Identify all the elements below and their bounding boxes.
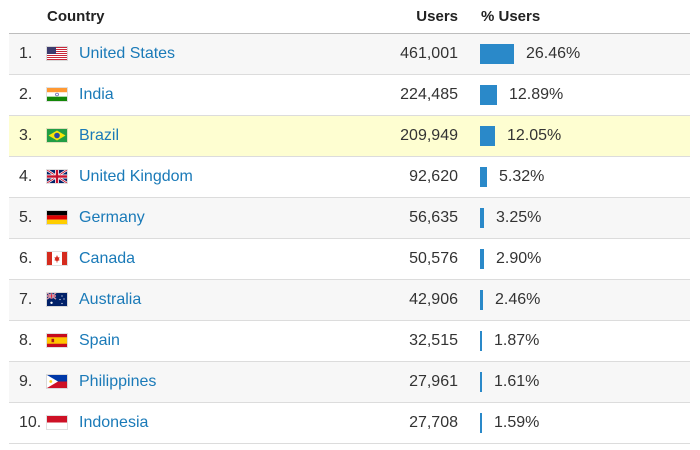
- table-header: Country Users % Users: [9, 0, 690, 34]
- pct-bar: [480, 126, 495, 146]
- users-count: 50,576: [409, 250, 458, 267]
- row-rank: 9.: [19, 373, 33, 390]
- table-row[interactable]: 5. Germany 56,635 3.25%: [9, 198, 690, 239]
- pct-bar: [480, 331, 482, 351]
- country-link[interactable]: Indonesia: [79, 414, 149, 431]
- users-count: 42,906: [409, 291, 458, 308]
- row-rank: 1.: [19, 45, 33, 62]
- users-count: 92,620: [409, 168, 458, 185]
- table-row[interactable]: 2. India 224,485 12.89%: [9, 75, 690, 116]
- users-count: 209,949: [400, 127, 458, 144]
- users-count: 27,708: [409, 414, 458, 431]
- pct-bar: [480, 208, 484, 228]
- pct-users-value: 1.61%: [494, 373, 540, 390]
- row-rank: 4.: [19, 168, 33, 185]
- table-body: 1. United States 461,001 26.46% 2. India 224,4…: [9, 34, 690, 444]
- au-flag-icon: [47, 293, 67, 306]
- country-link[interactable]: Australia: [79, 291, 142, 308]
- country-link[interactable]: Germany: [79, 209, 145, 226]
- country-link[interactable]: United States: [79, 45, 176, 62]
- row-rank: 5.: [19, 209, 33, 226]
- table-row[interactable]: 1. United States 461,001 26.46%: [9, 34, 690, 75]
- br-flag-icon: [47, 129, 67, 142]
- table-row[interactable]: 8. Spain 32,515 1.87%: [9, 321, 690, 362]
- pct-users-value: 12.05%: [507, 127, 562, 144]
- row-rank: 2.: [19, 86, 33, 103]
- table-row[interactable]: 6. Canada 50,576 2.90%: [9, 239, 690, 280]
- country-link[interactable]: Philippines: [79, 373, 157, 390]
- es-flag-icon: [47, 334, 67, 347]
- country-link[interactable]: India: [79, 86, 114, 103]
- ph-flag-icon: [47, 375, 67, 388]
- pct-users-value: 1.87%: [494, 332, 540, 349]
- pct-bar: [480, 85, 497, 105]
- pct-users-value: 12.89%: [509, 86, 564, 103]
- row-rank: 3.: [19, 127, 33, 144]
- row-rank: 8.: [19, 332, 33, 349]
- users-count: 461,001: [400, 45, 458, 62]
- pct-users-value: 2.46%: [495, 291, 541, 308]
- in-flag-icon: [47, 88, 67, 101]
- country-link[interactable]: United Kingdom: [79, 168, 193, 185]
- pct-users-column-header[interactable]: % Users: [481, 8, 541, 25]
- country-users-table: Country Users % Users 1. United States 461…: [9, 0, 690, 444]
- pct-users-value: 5.32%: [499, 168, 545, 185]
- table-row[interactable]: 4. United Kingdom 92,620 5.32%: [9, 157, 690, 198]
- country-link[interactable]: Spain: [79, 332, 120, 349]
- row-rank: 10.: [19, 414, 42, 431]
- users-count: 27,961: [409, 373, 458, 390]
- users-column-header[interactable]: Users: [416, 8, 458, 25]
- table-row[interactable]: 7. Australia 42,906 2.46%: [9, 280, 690, 321]
- row-rank: 6.: [19, 250, 33, 267]
- us-flag-icon: [47, 47, 67, 60]
- ca-flag-icon: [47, 252, 67, 265]
- country-link[interactable]: Brazil: [79, 127, 120, 144]
- pct-bar: [480, 249, 484, 269]
- pct-users-value: 26.46%: [526, 45, 581, 62]
- pct-users-value: 3.25%: [496, 209, 542, 226]
- pct-bar: [480, 44, 514, 64]
- table-row[interactable]: 10. Indonesia 27,708 1.59%: [9, 403, 690, 444]
- gb-flag-icon: [47, 170, 67, 183]
- de-flag-icon: [47, 211, 67, 224]
- table-row[interactable]: 3. Brazil 209,949 12.05%: [9, 116, 690, 157]
- pct-bar: [480, 167, 487, 187]
- country-link[interactable]: Canada: [79, 250, 136, 267]
- table-row[interactable]: 9. Philippines 27,961 1.61%: [9, 362, 690, 403]
- pct-users-value: 2.90%: [496, 250, 542, 267]
- pct-bar: [480, 372, 482, 392]
- row-rank: 7.: [19, 291, 33, 308]
- pct-users-value: 1.59%: [494, 414, 540, 431]
- users-count: 56,635: [409, 209, 458, 226]
- id-flag-icon: [47, 416, 67, 429]
- pct-bar: [480, 413, 482, 433]
- pct-bar: [480, 290, 483, 310]
- users-count: 224,485: [400, 86, 458, 103]
- country-column-header[interactable]: Country: [47, 8, 105, 25]
- users-count: 32,515: [409, 332, 458, 349]
